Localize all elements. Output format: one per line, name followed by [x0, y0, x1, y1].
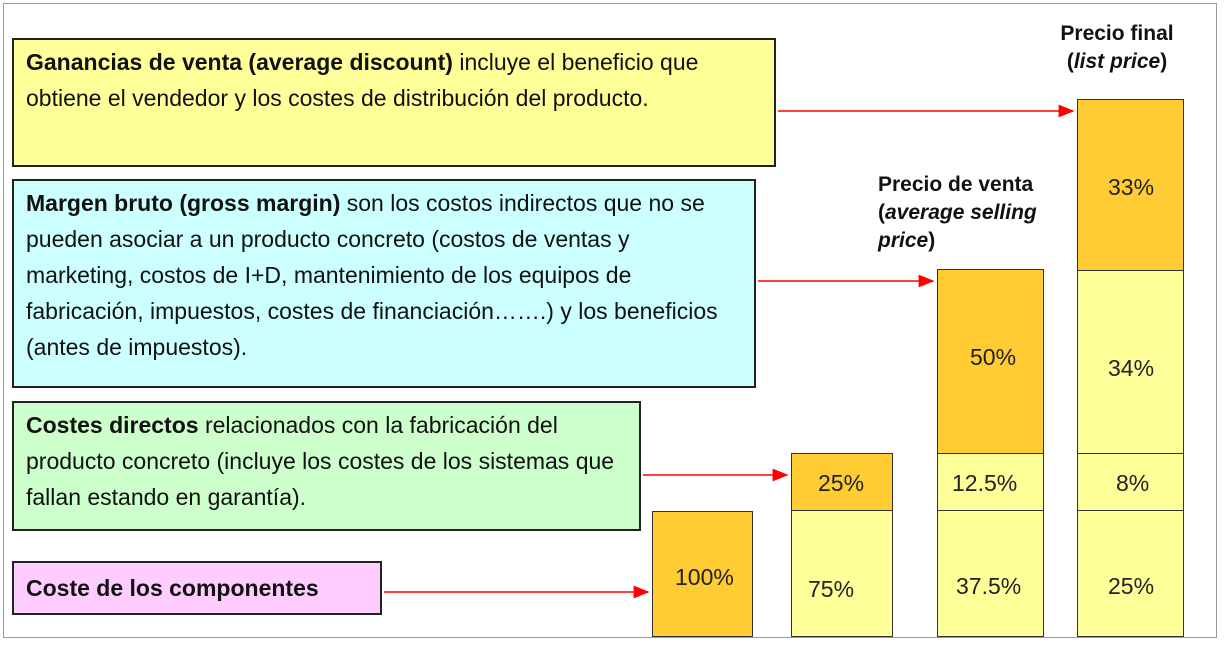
- ganancias-title: Ganancias de venta (average discount): [26, 49, 453, 75]
- costes-text: relacionados con la fabricación del prod…: [26, 412, 615, 510]
- segment-8-label: 8%: [1116, 470, 1150, 496]
- segment-100-label: 100%: [675, 564, 734, 590]
- segment-50-label: 50%: [970, 344, 1017, 370]
- precio-venta-header: Precio de venta (average selling price): [878, 171, 1058, 255]
- segment-37-5: 37.5%: [937, 510, 1044, 637]
- ganancias-box: Ganancias de venta (average discount) in…: [12, 38, 776, 167]
- segment-25-label: 25%: [818, 470, 865, 496]
- precio-final-close: ): [1160, 50, 1168, 73]
- precio-final-line1: Precio final: [1060, 22, 1174, 45]
- segment-75: 75%: [791, 510, 893, 637]
- precio-venta-line1: Precio de venta: [878, 173, 1034, 196]
- segment-12-5: 12.5%: [937, 453, 1044, 511]
- margen-text: son los costos indirectos que no se pued…: [26, 190, 718, 360]
- column-costes-directos: 25% 75%: [791, 453, 893, 637]
- costes-title: Costes directos: [26, 412, 199, 438]
- costes-box: Costes directos relacionados con la fabr…: [12, 401, 641, 531]
- segment-75-label: 75%: [808, 576, 855, 602]
- column-precio-final: 33% 34% 8% 25%: [1077, 99, 1184, 637]
- segment-8: 8%: [1077, 453, 1184, 511]
- segment-33-label: 33%: [1108, 174, 1155, 200]
- componentes-title: Coste de los componentes: [26, 575, 319, 601]
- segment-25-final-label: 25%: [1108, 573, 1155, 599]
- segment-100: 100%: [652, 511, 753, 637]
- precio-venta-italic: average selling price: [878, 201, 1037, 252]
- segment-12-5-label: 12.5%: [952, 470, 1018, 496]
- column-componentes: 100%: [652, 511, 753, 637]
- segment-33: 33%: [1077, 99, 1184, 271]
- segment-37-5-label: 37.5%: [956, 573, 1022, 599]
- precio-final-open: (: [1066, 50, 1074, 73]
- precio-venta-open: (: [878, 201, 885, 224]
- precio-venta-close: ): [928, 229, 936, 252]
- segment-25-final: 25%: [1077, 510, 1184, 637]
- precio-final-header: Precio final (list price): [1042, 20, 1192, 76]
- segment-50: 50%: [937, 269, 1044, 454]
- segment-34: 34%: [1077, 270, 1184, 454]
- margen-box: Margen bruto (gross margin) son los cost…: [12, 179, 756, 388]
- column-precio-venta: 50% 12.5% 37.5%: [937, 269, 1044, 637]
- segment-34-label: 34%: [1108, 355, 1155, 381]
- ganancias-text: incluye el beneficio que obtiene el vend…: [26, 49, 699, 111]
- componentes-box: Coste de los componentes: [12, 561, 382, 615]
- segment-25: 25%: [791, 453, 893, 511]
- diagram-frame: [3, 3, 1217, 638]
- margen-title: Margen bruto (gross margin): [26, 190, 341, 216]
- precio-final-italic: list price: [1073, 50, 1161, 73]
